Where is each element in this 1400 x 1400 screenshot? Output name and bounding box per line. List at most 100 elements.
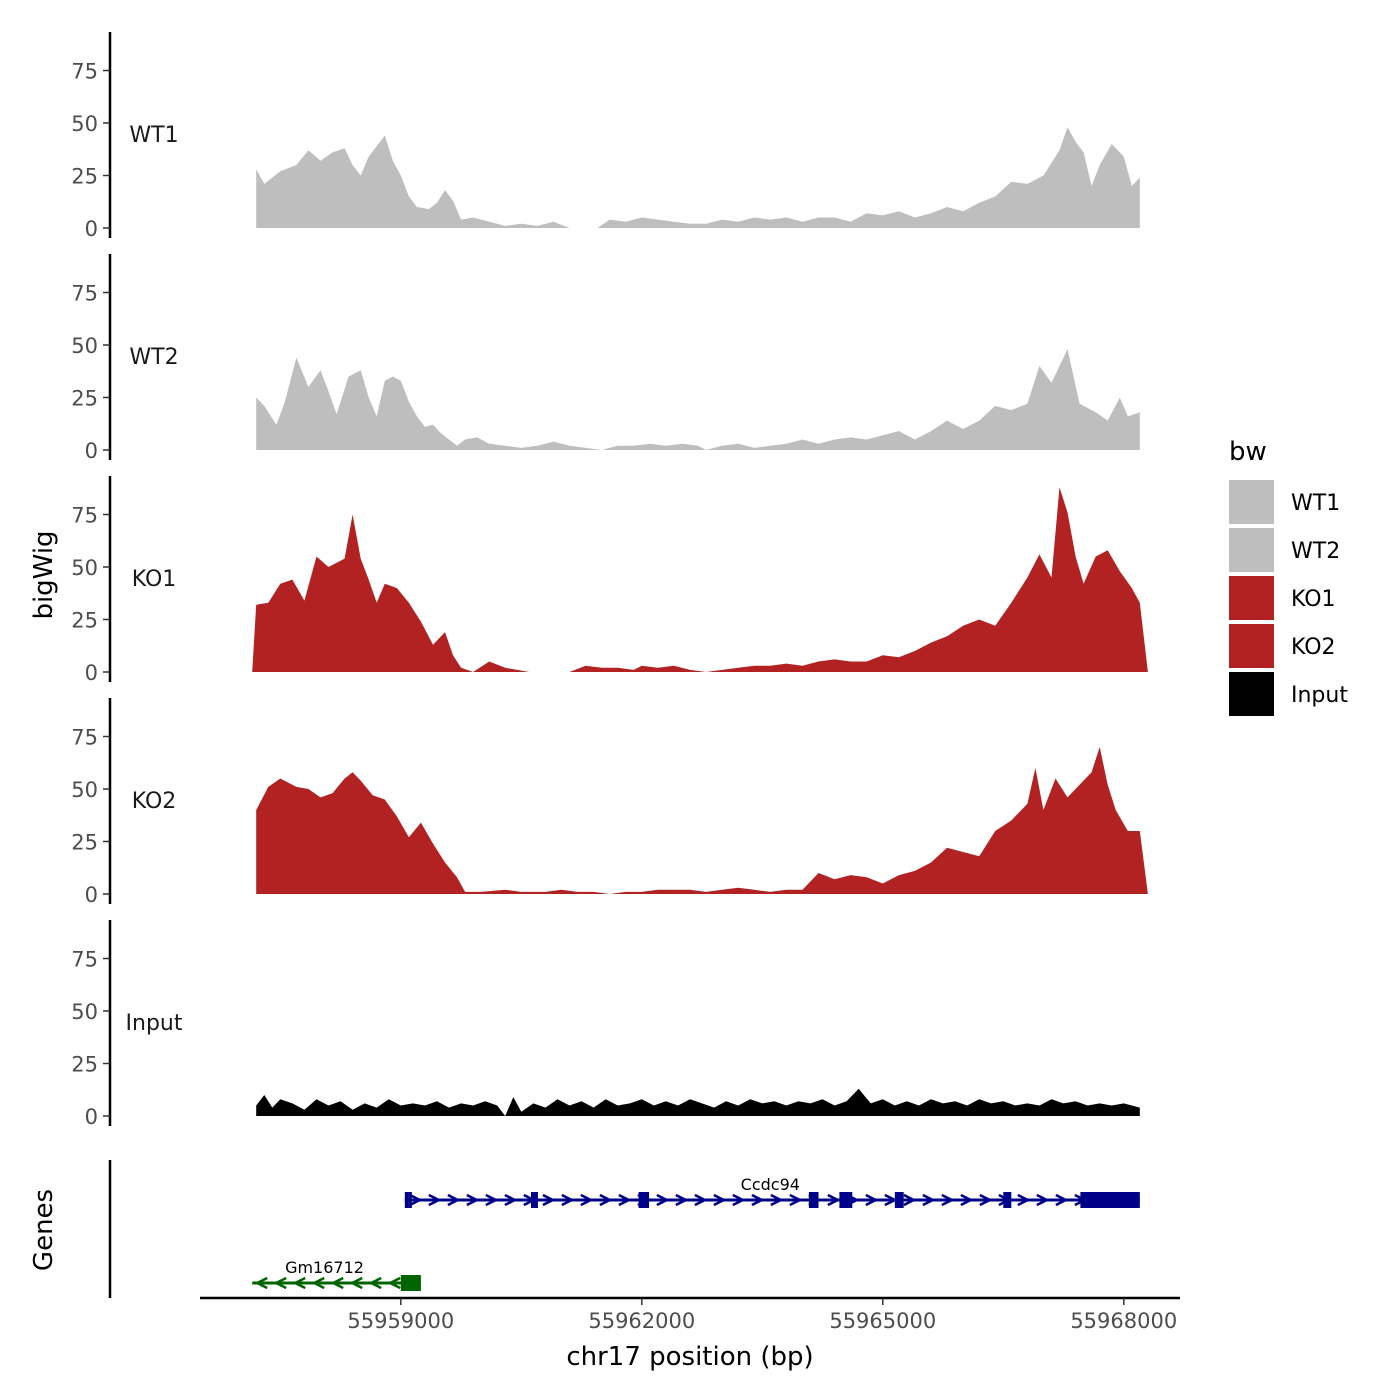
strand-arrow [1036, 1193, 1050, 1207]
y-tick-label: 75 [71, 948, 98, 972]
gene-gm16712: Gm16712 [252, 1258, 421, 1291]
strand-arrow [409, 1193, 423, 1207]
y-tick-label: 50 [71, 556, 98, 580]
area-wt2 [256, 349, 1140, 450]
strand-arrow [254, 1276, 268, 1290]
strand-arrow [561, 1193, 575, 1207]
area-wt1 [256, 127, 1140, 228]
legend: WT1 WT2 KO1 KO2 Input [1229, 480, 1348, 716]
area-ko1 [252, 487, 1148, 672]
x-axis-title: chr17 position (bp) [566, 1342, 813, 1372]
strand-arrow [580, 1193, 594, 1207]
strand-arrow [1055, 1193, 1069, 1207]
strand-arrow [349, 1276, 363, 1290]
y-tick-label: 0 [85, 661, 98, 685]
legend-label: WT2 [1291, 539, 1340, 564]
exon [400, 1275, 421, 1291]
y-tick-label: 25 [71, 609, 98, 633]
y-tick-label: 25 [71, 165, 98, 189]
y-tick-label: 50 [71, 112, 98, 136]
strand-arrow [979, 1193, 993, 1207]
y-tick-label: 50 [71, 778, 98, 802]
exon [894, 1192, 904, 1208]
strand-arrow [903, 1193, 917, 1207]
strand-arrow [827, 1193, 841, 1207]
exon [1003, 1192, 1012, 1208]
x-tick-label: 55968000 [1070, 1309, 1177, 1333]
strand-arrow [789, 1193, 803, 1207]
y-tick-label: 25 [71, 1053, 98, 1077]
strand-arrow [675, 1193, 689, 1207]
strand-arrow [618, 1193, 632, 1207]
genes-title: Genes [29, 1189, 59, 1271]
strand-arrow [485, 1193, 499, 1207]
track-ko1: 0 25 50 75 KO1 [71, 476, 1148, 685]
strand-arrow [865, 1193, 879, 1207]
strand-arrow [466, 1193, 480, 1207]
x-tick-label: 55959000 [347, 1309, 454, 1333]
y-tick-label: 0 [85, 439, 98, 463]
legend-label: KO2 [1291, 635, 1336, 660]
tracks-panel: 0 25 50 75 WT1 0 25 50 75 WT2 0 25 50 75 KO1 0 25 50 75 KO2… [71, 32, 1148, 1129]
strand-arrow [504, 1193, 518, 1207]
track-label: Input [126, 1011, 183, 1036]
y-tick-label: 75 [71, 60, 98, 84]
y-tick-label: 75 [71, 504, 98, 528]
track-label: KO1 [132, 567, 177, 592]
track-label: WT1 [129, 123, 178, 148]
y-tick-label: 0 [85, 883, 98, 907]
exon [638, 1192, 650, 1208]
strand-arrow [368, 1276, 382, 1290]
y-tick-label: 50 [71, 334, 98, 358]
strand-arrow [732, 1193, 746, 1207]
legend-title: bw [1229, 437, 1267, 467]
y-tick-label: 75 [71, 726, 98, 750]
track-label: WT2 [129, 345, 178, 370]
y-tick-label: 25 [71, 387, 98, 411]
strand-arrow [330, 1276, 344, 1290]
track-ko2: 0 25 50 75 KO2 [71, 698, 1148, 907]
gene-label: Ccdc94 [741, 1175, 800, 1194]
exon [404, 1192, 412, 1208]
strand-arrow [273, 1276, 287, 1290]
area-input [256, 1088, 1140, 1116]
strand-arrow [387, 1276, 401, 1290]
strand-arrow [656, 1193, 670, 1207]
strand-arrow [713, 1193, 727, 1207]
track-wt1: 0 25 50 75 WT1 [71, 32, 1140, 241]
legend-label: KO1 [1291, 587, 1336, 612]
strand-arrow [311, 1276, 325, 1290]
exon [808, 1192, 819, 1208]
y-axis-title: bigWig [29, 530, 59, 619]
exon [530, 1192, 538, 1208]
strand-arrow [694, 1193, 708, 1207]
strand-arrow [960, 1193, 974, 1207]
exon [839, 1192, 853, 1208]
strand-arrow [751, 1193, 765, 1207]
strand-arrow [599, 1193, 613, 1207]
genes-panel: Ccdc94 Gm16712 [108, 1160, 1140, 1298]
strand-arrow [428, 1193, 442, 1207]
strand-arrow [770, 1193, 784, 1207]
x-tick-label: 55965000 [829, 1309, 936, 1333]
strand-arrow [447, 1193, 461, 1207]
track-input: 0 25 50 75 Input [71, 920, 1140, 1129]
y-tick-label: 75 [71, 282, 98, 306]
strand-arrow [1017, 1193, 1031, 1207]
gene-ccdc94: Ccdc94 [404, 1175, 1140, 1208]
legend-swatch-ko1 [1229, 576, 1274, 620]
strand-arrow [542, 1193, 556, 1207]
legend-swatch-wt1 [1229, 480, 1274, 524]
track-label: KO2 [132, 789, 177, 814]
legend-swatch-wt2 [1229, 528, 1274, 572]
y-tick-label: 50 [71, 1000, 98, 1024]
legend-swatch-input [1229, 672, 1274, 716]
x-axis: 55959000 55962000 55965000 55968000 [200, 1296, 1180, 1333]
legend-label: Input [1291, 683, 1348, 708]
y-tick-label: 25 [71, 831, 98, 855]
exon [1080, 1192, 1140, 1208]
strand-arrow [292, 1276, 306, 1290]
y-tick-label: 0 [85, 217, 98, 241]
legend-label: WT1 [1291, 491, 1340, 516]
